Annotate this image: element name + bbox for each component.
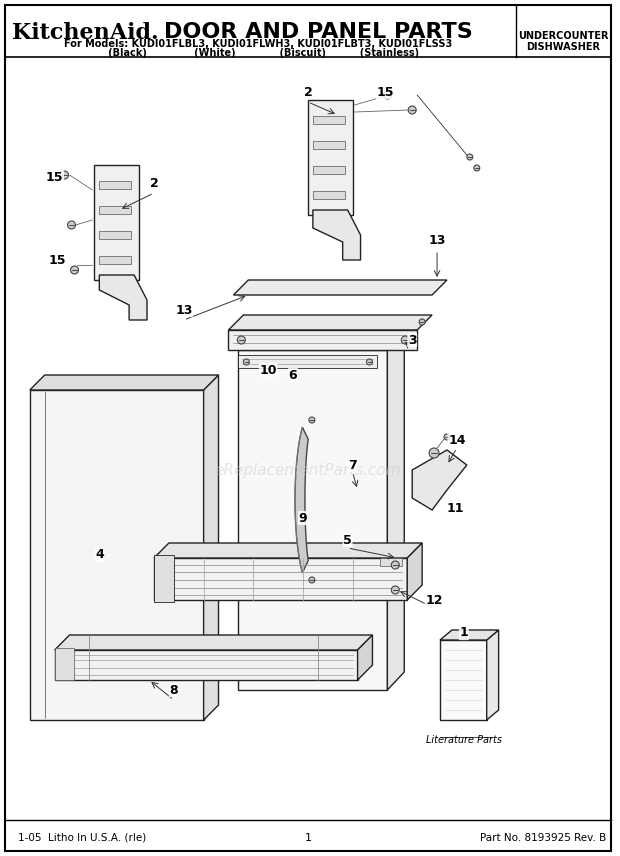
Text: Literature Parts: Literature Parts <box>426 735 502 745</box>
Polygon shape <box>407 543 422 600</box>
Bar <box>99 206 131 214</box>
Text: (Black)              (White)             (Biscuit)          (Stainless): (Black) (White) (Biscuit) (Stainless) <box>98 48 419 58</box>
Polygon shape <box>238 332 404 350</box>
Text: eReplacementParts.com: eReplacementParts.com <box>215 462 401 478</box>
Text: 15: 15 <box>49 253 66 266</box>
Text: UNDERCOUNTER: UNDERCOUNTER <box>518 31 608 41</box>
Text: 11: 11 <box>446 502 464 514</box>
Circle shape <box>444 434 450 440</box>
Bar <box>99 231 131 239</box>
Text: 10: 10 <box>259 364 277 377</box>
Text: For Models: KUDI01FLBL3, KUDI01FLWH3, KUDI01FLBT3, KUDI01FLSS3: For Models: KUDI01FLBL3, KUDI01FLWH3, KU… <box>64 39 453 49</box>
Polygon shape <box>238 350 388 690</box>
Polygon shape <box>358 635 373 680</box>
Text: 8: 8 <box>169 683 178 697</box>
Polygon shape <box>308 100 353 215</box>
Circle shape <box>474 165 480 171</box>
Circle shape <box>309 577 315 583</box>
Text: 6: 6 <box>289 368 298 382</box>
Text: 4: 4 <box>95 549 104 562</box>
Circle shape <box>309 417 315 423</box>
Text: KitchenAid.: KitchenAid. <box>12 22 159 44</box>
Circle shape <box>391 561 399 569</box>
Polygon shape <box>154 555 174 602</box>
Text: 9: 9 <box>299 512 308 525</box>
Polygon shape <box>154 543 422 558</box>
Text: Part No. 8193925 Rev. B: Part No. 8193925 Rev. B <box>480 833 606 843</box>
Polygon shape <box>203 375 218 720</box>
Circle shape <box>71 266 79 274</box>
Text: 15: 15 <box>46 170 63 183</box>
Circle shape <box>68 221 76 229</box>
Polygon shape <box>233 280 447 295</box>
Text: 7: 7 <box>348 459 357 472</box>
Text: 13: 13 <box>428 234 446 247</box>
Circle shape <box>383 91 391 99</box>
Polygon shape <box>487 630 498 720</box>
Text: 15: 15 <box>376 86 394 98</box>
Circle shape <box>467 154 473 160</box>
Circle shape <box>419 319 425 325</box>
Text: 12: 12 <box>425 593 443 607</box>
Text: DISHWASHER: DISHWASHER <box>526 42 600 52</box>
Bar <box>313 116 345 124</box>
Text: 14: 14 <box>448 433 466 447</box>
Polygon shape <box>154 558 407 600</box>
Polygon shape <box>295 427 308 573</box>
Polygon shape <box>30 375 218 390</box>
Text: 5: 5 <box>343 533 352 546</box>
Polygon shape <box>94 165 139 280</box>
Polygon shape <box>55 650 358 680</box>
Bar <box>55 648 74 680</box>
Circle shape <box>61 171 69 179</box>
Polygon shape <box>388 332 404 690</box>
Circle shape <box>391 586 399 594</box>
Circle shape <box>408 106 416 114</box>
Text: 1: 1 <box>459 627 468 639</box>
Circle shape <box>237 336 246 344</box>
Circle shape <box>244 359 249 365</box>
Polygon shape <box>313 210 361 260</box>
Bar <box>99 181 131 189</box>
Text: 3: 3 <box>408 334 417 347</box>
Polygon shape <box>228 315 432 330</box>
Polygon shape <box>412 450 467 510</box>
Bar <box>313 191 345 199</box>
Circle shape <box>401 336 409 344</box>
Polygon shape <box>30 390 203 720</box>
Polygon shape <box>440 640 487 720</box>
Text: 1: 1 <box>304 833 311 843</box>
Bar <box>313 141 345 149</box>
Circle shape <box>366 359 373 365</box>
Polygon shape <box>228 330 417 350</box>
Circle shape <box>429 448 439 458</box>
Polygon shape <box>55 635 373 650</box>
Text: 2: 2 <box>149 176 158 189</box>
Polygon shape <box>238 355 378 368</box>
Bar <box>313 166 345 174</box>
Bar <box>381 558 402 566</box>
Text: 1-05  Litho In U.S.A. (rle): 1-05 Litho In U.S.A. (rle) <box>18 833 146 843</box>
Polygon shape <box>440 630 498 640</box>
Text: 2: 2 <box>304 86 312 98</box>
Text: DOOR AND PANEL PARTS: DOOR AND PANEL PARTS <box>164 22 472 42</box>
Bar <box>99 256 131 264</box>
Text: 13: 13 <box>175 304 192 317</box>
Polygon shape <box>99 275 147 320</box>
